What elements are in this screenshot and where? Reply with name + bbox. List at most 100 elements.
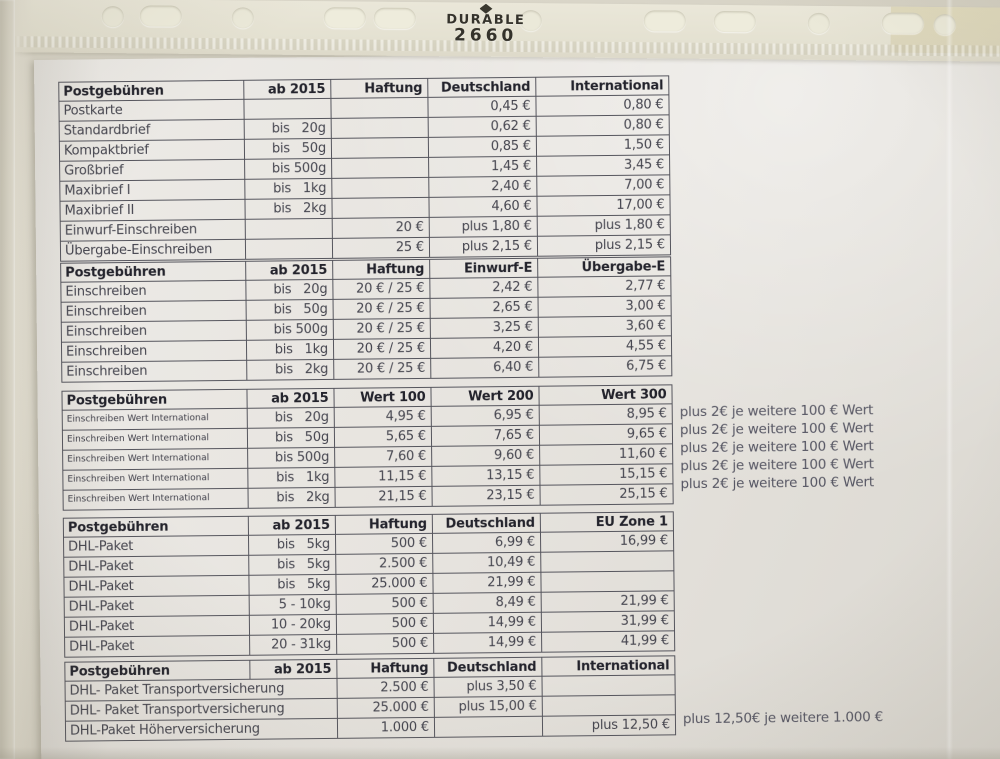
cell-value	[331, 117, 429, 139]
cell-value	[331, 157, 429, 179]
cell-value: 20 €	[332, 217, 430, 239]
column-header: Postgebühren	[58, 80, 244, 102]
cell-value	[331, 197, 430, 219]
cell-value: 2.500 €	[335, 553, 433, 575]
cell-value: 9,60 €	[431, 445, 540, 467]
cell-value: 1,50 €	[536, 134, 670, 157]
cell-value: 500 €	[335, 533, 433, 555]
column-header: Haftung	[332, 259, 430, 280]
cell-value: plus 12,50 €	[542, 714, 676, 737]
row-label: DHL- Paket Transportversicherung	[65, 698, 338, 722]
cell-value: 1,45 €	[428, 156, 537, 178]
cell-value: bis 2kg	[247, 487, 336, 509]
cell-value: 3,45 €	[536, 154, 670, 177]
row-label: Einschreiben Wert International	[62, 428, 248, 451]
cell-value: 10 - 20kg	[249, 614, 337, 636]
cell-value: 13,15 €	[431, 465, 540, 487]
table-einschreiben: Postgebühren ab 2015 Haftung Einwurf-E Überg…	[60, 256, 672, 383]
cell-value: 25.000 €	[335, 573, 434, 595]
cell-value: 4,95 €	[334, 406, 432, 428]
cell-value: 6,40 €	[430, 357, 539, 379]
column-header: Deutschland	[432, 513, 541, 534]
filing-strip: DURABLE 2660	[0, 0, 1000, 62]
punch-hole-round	[807, 12, 830, 35]
cell-value: 2,77 €	[537, 275, 672, 298]
row-label: Großbrief	[59, 159, 245, 182]
cell-value: bis 500g	[247, 447, 335, 469]
cell-value: 7,65 €	[431, 425, 540, 447]
column-header: Haftung	[330, 78, 428, 99]
cell-value: 14,99 €	[433, 612, 542, 634]
row-annotation: plus 2€ je weitere 100 € Wert	[679, 402, 874, 421]
cell-value: 20 € / 25 €	[333, 338, 431, 360]
cell-value: 7,00 €	[536, 174, 670, 197]
cell-value: 1.000 €	[337, 717, 435, 739]
column-header: Einwurf-E	[429, 258, 538, 279]
cell-value: 6,75 €	[538, 355, 672, 378]
punch-hole-round	[101, 6, 124, 28]
cell-value: 0,80 €	[536, 114, 670, 137]
punch-hole-round	[231, 7, 254, 29]
cell-value: 20 € / 25 €	[333, 358, 431, 380]
cell-value: 17,00 €	[536, 194, 671, 217]
column-header: Postgebühren	[64, 660, 250, 682]
cell-value: 4,55 €	[538, 335, 672, 358]
cell-value: 500 €	[336, 613, 434, 635]
column-header: Wert 300	[538, 384, 673, 406]
cell-value: 31,99 €	[541, 610, 675, 633]
cell-value: 6,99 €	[432, 532, 541, 554]
cell-value: 8,95 €	[539, 403, 673, 426]
cell-value: bis 500g	[244, 158, 332, 180]
row-annotations: plus 2€ je weitere 100 € Wert plus 2€ je …	[676, 401, 874, 493]
column-header: ab 2015	[243, 79, 331, 100]
cell-value: 2,42 €	[429, 277, 539, 299]
cell-value: 15,15 €	[539, 463, 673, 486]
punch-hole-slot	[323, 7, 366, 29]
paper-sheet: Postgebühren ab 2015 Haftung Deutschland Int…	[34, 49, 1000, 759]
sleeve-left-fold	[15, 0, 33, 759]
cell-value: plus 2,15 €	[537, 234, 671, 257]
cell-value: bis 5kg	[248, 554, 336, 576]
column-header: Postgebühren	[63, 516, 249, 538]
cell-value: plus 1,80 €	[537, 214, 671, 237]
row-label: DHL-Paket	[63, 555, 249, 578]
cell-value	[243, 98, 332, 120]
cell-value	[540, 570, 675, 593]
column-header: Deutschland	[427, 77, 536, 98]
cell-value: 9,65 €	[539, 423, 673, 446]
row-label: Einschreiben	[61, 320, 247, 343]
column-header: ab 2015	[249, 659, 337, 680]
cell-value	[434, 716, 543, 738]
sleeve-right-seam	[946, 0, 953, 759]
column-header: ab 2015	[246, 388, 335, 409]
cell-value: 5 - 10kg	[249, 594, 337, 616]
cell-value: 3,25 €	[430, 317, 539, 339]
cell-value: 2,65 €	[430, 297, 539, 319]
cell-value: bis 20g	[247, 407, 335, 429]
column-header: Haftung	[335, 514, 433, 535]
cell-value: 5,65 €	[334, 426, 432, 448]
column-header: ab 2015	[245, 260, 333, 281]
cell-value: plus 1,80 €	[429, 216, 538, 238]
punch-hole-slot	[139, 5, 182, 27]
row-annotation	[678, 672, 882, 692]
printed-content: Postgebühren ab 2015 Haftung Deutschland Int…	[34, 50, 1000, 759]
row-label: Einschreiben	[61, 340, 247, 363]
row-label: Kompaktbrief	[59, 139, 245, 162]
cell-value: 0,80 €	[535, 94, 670, 117]
column-header: Postgebühren	[61, 389, 248, 411]
row-label: Einschreiben	[61, 360, 247, 383]
cell-value: 4,60 €	[428, 196, 538, 218]
table-postal-letters: Postgebühren ab 2015 Haftung Deutschland Int…	[58, 75, 671, 262]
cell-value: 11,15 €	[334, 466, 432, 488]
cell-value: 41,99 €	[541, 630, 675, 653]
cell-value: 20 - 31kg	[249, 634, 337, 656]
table-wert-international: Postgebühren ab 2015 Wert 100 Wert 200 Wert …	[61, 384, 874, 511]
cell-value: 2.500 €	[336, 677, 435, 699]
row-annotation: plus 2€ je weitere 100 € Wert	[680, 438, 874, 457]
cell-value: 2,40 €	[428, 176, 537, 198]
row-label: Maxibrief I	[59, 179, 245, 202]
row-annotation: plus 2€ je weitere 100 € Wert	[680, 456, 874, 475]
cell-value: bis 2kg	[246, 359, 334, 381]
